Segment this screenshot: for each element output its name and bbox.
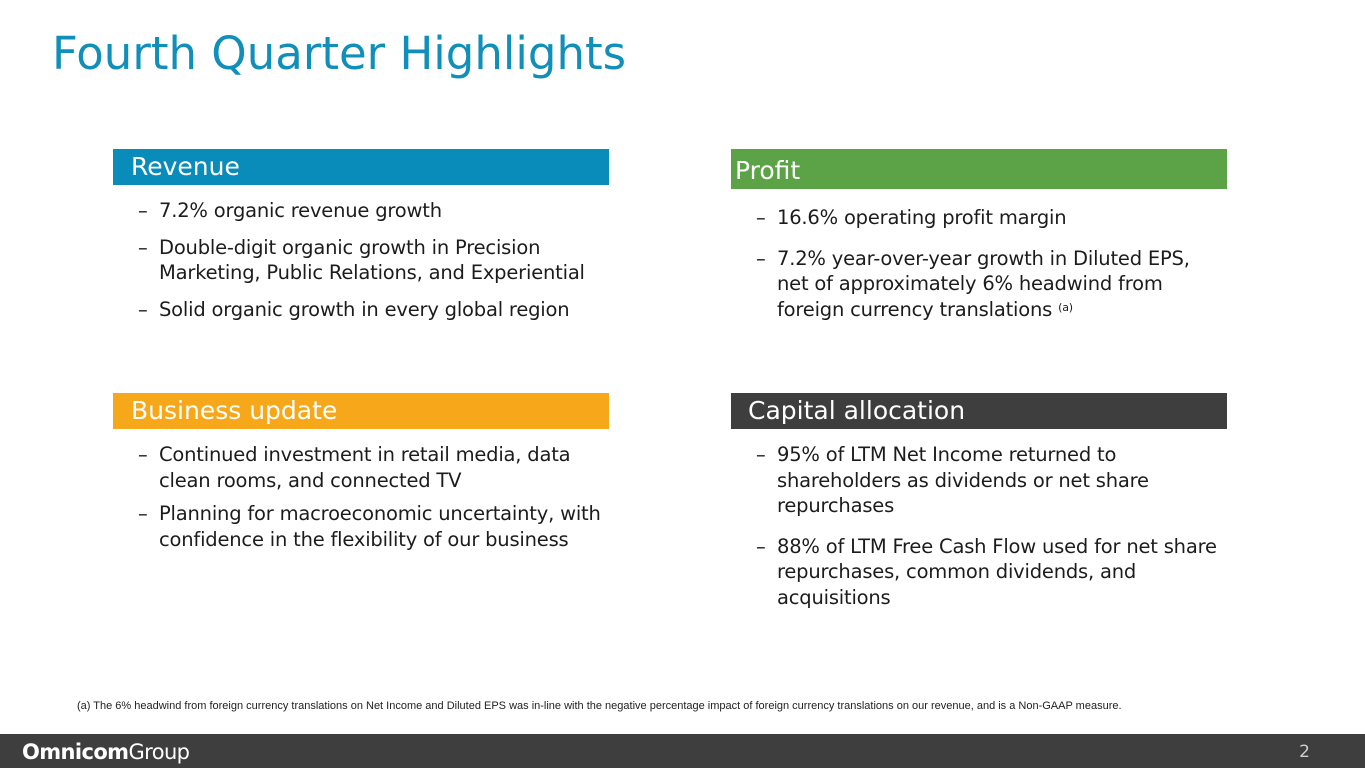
capital-allocation-header: Capital allocation [731,393,1227,429]
revenue-bullet-list: –7.2% organic revenue growth – Double-dig… [113,198,609,322]
dash-marker: – [138,235,148,259]
revenue-bullet: – Double-digit organic growth in Precisio… [138,235,585,285]
revenue-header: Revenue [113,149,609,185]
revenue-card: Revenue –7.2% organic revenue growth – Do… [113,149,609,333]
business-update-bullet: – Planning for macroeconomic uncertainty,… [138,502,601,551]
footnote-marker: (a) [1058,300,1073,314]
dash-marker: – [756,443,766,466]
dash-marker: – [138,297,148,321]
logo-light-text: Group [128,740,190,764]
footnote: (a) The 6% headwind from foreign currenc… [77,700,1122,712]
profit-card: Profit –16.6% operating profit margin –7… [731,149,1227,337]
capital-allocation-card: Capital allocation –95% of LTM Net Incom… [731,393,1227,625]
revenue-bullet: – Solid organic growth in every global re… [138,297,570,321]
slide-title: Fourth Quarter Highlights [52,27,627,80]
profit-bullet: –16.6% operating profit margin [756,206,1067,229]
profit-bullet-list: –16.6% operating profit margin –7.2% yea… [731,205,1227,322]
business-update-card: Business update – Continued investment in… [113,393,609,560]
page-number: 2 [1299,742,1310,762]
profit-header: Profit [731,149,1227,189]
capital-allocation-bullet: –88% of LTM Free Cash Flow used for net … [756,534,1217,609]
dash-marker: – [756,206,766,229]
profit-bullet: –7.2% year-over-year growth in Diluted E… [756,246,1190,321]
omnicom-group-logo: OmnicomGroup [22,739,190,765]
logo-bold-text: Omnicom [22,740,129,764]
revenue-bullet: –7.2% organic revenue growth [138,199,442,222]
capital-allocation-bullet: –95% of LTM Net Income returned to share… [756,443,1149,517]
capital-allocation-bullet-list: –95% of LTM Net Income returned to share… [731,442,1227,610]
dash-marker: – [756,534,766,558]
business-update-bullet: – Continued investment in retail media, d… [138,443,571,492]
business-update-header: Business update [113,393,609,429]
business-update-bullet-list: – Continued investment in retail media, d… [113,442,609,552]
dash-marker: – [138,199,148,222]
dash-marker: – [138,502,148,525]
dash-marker: – [756,246,766,270]
footer-bar: OmnicomGroup 2 [0,734,1365,768]
dash-marker: – [138,443,148,466]
